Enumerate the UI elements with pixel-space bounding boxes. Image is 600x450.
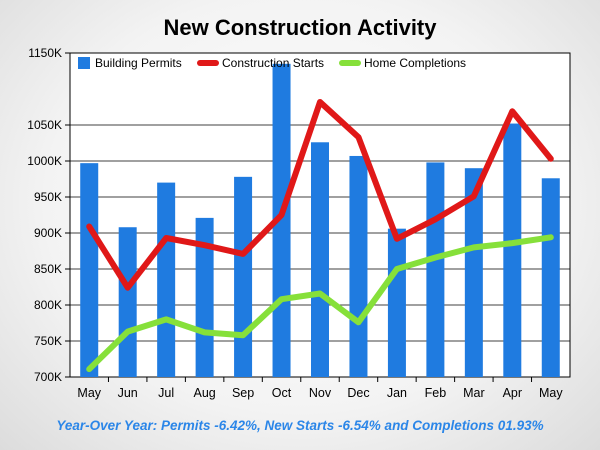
x-axis: May Jun Jul Aug Sep Oct Nov Dec Jan Feb Mar Apr May	[77, 377, 563, 400]
y-axis: 700K 750K 800K 850K 900K 950K 1000K 1050K 1150K	[27, 46, 70, 384]
bar-building-permits	[118, 227, 137, 377]
y-tick-label: 850K	[34, 262, 62, 276]
x-tick-label: Jan	[387, 386, 407, 400]
y-tick-label: 700K	[34, 370, 62, 384]
legend: Building Permits Construction Starts Home …	[78, 56, 466, 70]
y-tick-label: 750K	[34, 334, 62, 348]
y-tick-label: 900K	[34, 226, 62, 240]
x-tick-label: Dec	[347, 386, 369, 400]
x-tick-label: Oct	[272, 386, 292, 400]
bar-building-permits	[195, 217, 214, 377]
x-tick-label: May	[77, 386, 101, 400]
y-tick-label: 800K	[34, 298, 62, 312]
x-tick-label: Mar	[463, 386, 485, 400]
bar-building-permits	[426, 162, 445, 377]
bar-building-permits	[311, 142, 329, 377]
bar-building-permits	[80, 163, 99, 377]
chart-title: New Construction Activity	[164, 15, 438, 40]
x-tick-label: Apr	[503, 386, 522, 400]
legend-swatch-building-permits	[78, 57, 90, 69]
bar-building-permits	[387, 228, 406, 377]
bar-building-permits	[464, 168, 483, 377]
legend-label-building-permits: Building Permits	[95, 56, 182, 70]
y-tick-label: 1000K	[27, 154, 62, 168]
bar-building-permits	[234, 176, 253, 377]
bar-series-building-permits	[80, 63, 560, 378]
x-tick-label: Aug	[193, 386, 215, 400]
x-tick-label: Nov	[309, 386, 332, 400]
y-tick-label: 950K	[34, 190, 62, 204]
bar-building-permits	[541, 178, 560, 377]
x-tick-label: May	[539, 386, 563, 400]
y-tick-label: 1050K	[27, 118, 62, 132]
footer-note: Year-Over Year: Permits -6.42%, New Star…	[56, 418, 543, 433]
legend-label-construction-starts: Construction Starts	[222, 56, 324, 70]
x-tick-label: Feb	[425, 386, 447, 400]
y-tick-label: 1150K	[28, 46, 62, 60]
bar-building-permits	[349, 155, 368, 377]
bar-building-permits	[503, 123, 522, 377]
legend-label-home-completions: Home Completions	[364, 56, 466, 70]
x-tick-label: Sep	[232, 386, 254, 400]
x-tick-label: Jun	[118, 386, 138, 400]
bar-building-permits	[157, 182, 176, 377]
line-series	[86, 99, 554, 373]
x-tick-label: Jul	[158, 386, 174, 400]
